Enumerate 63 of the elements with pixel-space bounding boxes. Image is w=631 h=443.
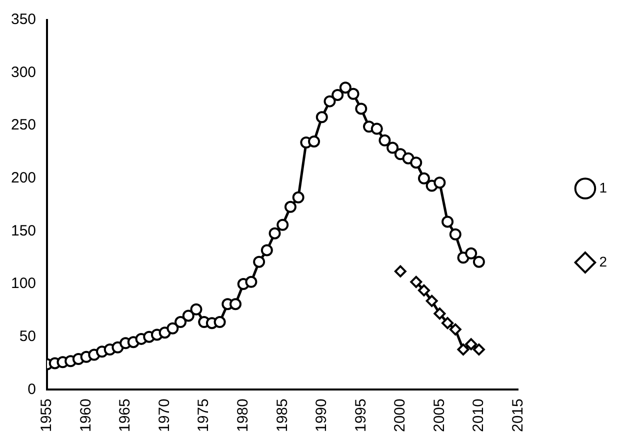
- point: [268, 227, 281, 240]
- point: [434, 176, 446, 189]
- point: [355, 102, 368, 115]
- point: [332, 88, 344, 101]
- y-tick-label: 100: [10, 275, 36, 292]
- point: [426, 294, 438, 307]
- y-tick-label: 50: [19, 328, 36, 345]
- point: [214, 316, 226, 328]
- y-tick-label: 300: [10, 64, 36, 81]
- x-tick-label: 1995: [352, 398, 370, 432]
- x-tick-label: 1990: [313, 398, 330, 432]
- point: [449, 323, 462, 336]
- point: [324, 95, 336, 108]
- x-tick-label: 2005: [430, 398, 448, 432]
- point: [410, 276, 422, 288]
- x-tick-label: 1980: [234, 398, 252, 432]
- point: [316, 111, 328, 124]
- point: [347, 88, 360, 100]
- y-tick-label: 150: [10, 222, 36, 240]
- x-tick-label: 1970: [156, 398, 173, 432]
- point: [472, 256, 485, 268]
- point: [465, 338, 478, 350]
- point: [292, 191, 304, 204]
- y-tick-label: 350: [10, 11, 36, 28]
- point: [190, 303, 202, 316]
- point: [434, 308, 446, 320]
- x-tick-label: 2010: [470, 398, 488, 432]
- point: [410, 156, 422, 169]
- point: [442, 216, 454, 228]
- point: [339, 82, 352, 94]
- point: [230, 298, 242, 310]
- point: [394, 265, 406, 278]
- point: [465, 247, 478, 260]
- x-tick-label: 2015: [509, 398, 526, 432]
- point: [418, 172, 430, 184]
- point: [308, 135, 320, 148]
- point: [386, 142, 399, 154]
- point: [457, 344, 470, 356]
- x-tick-label: 1955: [38, 398, 56, 432]
- x-tick-label: 2000: [392, 398, 409, 432]
- point: [182, 310, 194, 322]
- point: [174, 316, 187, 328]
- point: [449, 228, 462, 240]
- point: [245, 276, 258, 288]
- y-tick-label: 200: [10, 170, 36, 187]
- x-tick-label: 1975: [195, 398, 212, 432]
- point: [418, 284, 430, 296]
- point: [370, 122, 383, 135]
- x-tick-label: 1985: [274, 398, 291, 432]
- legend-label: 2: [599, 253, 608, 270]
- x-tick-label: 1960: [77, 398, 94, 432]
- point: [166, 322, 179, 334]
- point: [253, 256, 266, 268]
- point: [378, 134, 391, 146]
- point: [276, 218, 289, 231]
- point: [442, 317, 454, 330]
- x-tick-label: 1965: [116, 398, 134, 432]
- point: [472, 344, 485, 356]
- point: [260, 244, 273, 256]
- point: [284, 200, 296, 213]
- y-tick-label: 250: [10, 116, 36, 134]
- legend-label: 1: [599, 179, 608, 196]
- y-tick-label: 0: [28, 380, 36, 398]
